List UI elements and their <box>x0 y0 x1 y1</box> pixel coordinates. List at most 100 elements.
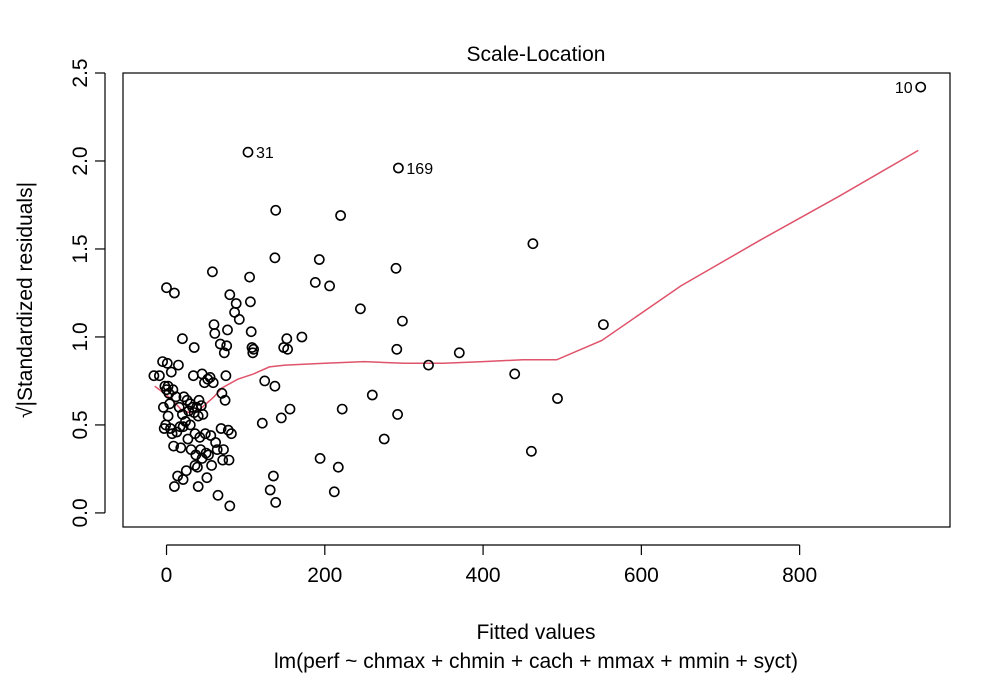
data-point <box>176 408 188 420</box>
data-point <box>217 454 229 466</box>
data-point <box>180 465 192 477</box>
data-point <box>598 319 609 330</box>
data-point <box>192 410 204 422</box>
data-point <box>392 408 403 420</box>
data-point <box>527 238 539 250</box>
data-point <box>309 276 321 288</box>
plot-frame <box>122 72 951 528</box>
data-point <box>214 338 226 350</box>
data-point <box>188 342 200 353</box>
data-point <box>233 313 245 325</box>
data-point <box>336 403 348 415</box>
data-point <box>197 408 209 420</box>
data-points <box>148 81 927 512</box>
data-point <box>210 437 221 448</box>
data-point <box>264 484 276 496</box>
data-point <box>225 428 237 440</box>
data-point <box>157 401 169 413</box>
data-point <box>192 481 204 492</box>
data-point <box>203 449 214 461</box>
data-point <box>324 280 335 292</box>
data-point <box>168 287 180 299</box>
data-point <box>390 262 402 274</box>
data-point <box>191 461 203 473</box>
data-point <box>314 452 326 464</box>
data-point <box>202 373 214 385</box>
data-point <box>182 433 194 445</box>
data-point <box>423 359 434 371</box>
data-point <box>256 417 268 429</box>
data-point <box>275 412 287 424</box>
point-labels: 10 31 169 <box>256 80 913 178</box>
y-tick-label: 1.0 <box>69 322 92 351</box>
data-point <box>206 266 218 278</box>
data-point <box>161 357 173 369</box>
data-point <box>270 204 282 216</box>
data-point <box>222 324 233 336</box>
data-point <box>218 444 229 455</box>
data-point <box>162 410 174 422</box>
y-tick-label: 2.5 <box>69 58 92 87</box>
data-point <box>248 343 259 355</box>
data-point <box>332 461 344 473</box>
data-point <box>269 380 281 392</box>
data-point <box>170 391 182 403</box>
x-axis-label: Fitted values <box>476 621 595 644</box>
data-point <box>215 423 227 434</box>
x-tick-label: 800 <box>782 564 817 587</box>
data-point <box>216 387 228 399</box>
data-point <box>176 333 188 345</box>
data-point <box>175 442 187 454</box>
data-point <box>392 162 404 174</box>
data-point <box>200 447 212 459</box>
data-point <box>224 500 236 512</box>
data-point <box>378 433 390 445</box>
x-tick-label: 200 <box>307 564 342 587</box>
data-point <box>167 384 179 396</box>
data-point <box>177 421 189 433</box>
x-tick-label: 400 <box>466 564 501 587</box>
data-point <box>193 394 205 406</box>
data-point <box>391 343 403 355</box>
data-point <box>245 326 257 338</box>
data-point <box>161 282 172 294</box>
data-point <box>209 327 221 339</box>
data-point <box>270 496 282 508</box>
data-point <box>194 431 206 443</box>
data-point <box>246 342 258 353</box>
data-point <box>223 454 235 466</box>
data-point <box>296 331 308 343</box>
data-point <box>168 440 179 452</box>
x-tick-label: 600 <box>624 564 659 587</box>
y-tick-label: 0.5 <box>69 410 92 439</box>
data-point <box>526 445 537 457</box>
data-point <box>218 347 230 359</box>
data-point <box>259 375 271 387</box>
x-axis: 0 200 400 600 800 <box>161 544 817 587</box>
data-point <box>328 486 340 498</box>
chart-title: Scale-Location <box>467 43 606 66</box>
data-point <box>284 403 296 415</box>
data-point <box>224 289 236 301</box>
data-point <box>165 366 177 378</box>
data-point <box>915 81 927 93</box>
point-label: 31 <box>256 145 274 162</box>
data-point <box>335 210 346 221</box>
data-point <box>269 252 281 264</box>
point-label: 10 <box>895 80 913 97</box>
data-point <box>189 459 201 471</box>
data-point <box>164 398 176 410</box>
y-axis-label: √|Standardized residuals| <box>14 182 37 418</box>
data-point <box>166 428 178 440</box>
data-point <box>207 377 219 389</box>
point-label: 169 <box>406 161 433 178</box>
y-axis: 0.0 0.5 1.0 1.5 2.0 2.5 <box>69 58 106 528</box>
data-point <box>282 343 293 355</box>
data-point <box>242 146 254 158</box>
data-point <box>171 426 183 438</box>
data-point <box>313 254 325 265</box>
data-point <box>220 370 232 382</box>
data-point <box>204 371 216 383</box>
y-tick-label: 0.0 <box>69 498 92 527</box>
data-point <box>199 428 211 440</box>
